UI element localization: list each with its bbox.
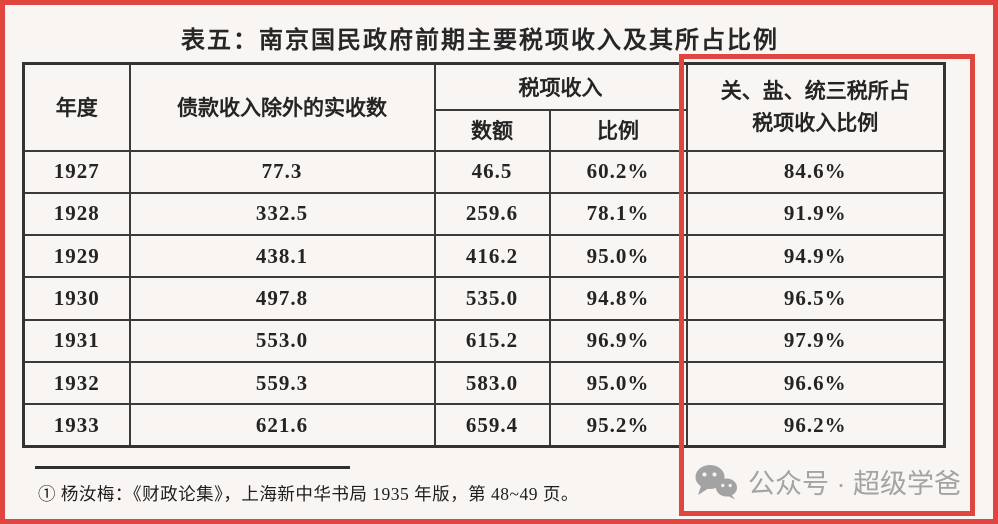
table-row: 1928 332.5 259.6 78.1% 91.9% <box>22 191 946 237</box>
col-header-amount: 数额 <box>433 108 551 152</box>
cell-receipts: 621.6 <box>128 403 436 448</box>
cell-three-taxes: 96.2% <box>685 403 946 448</box>
cell-three-taxes: 96.6% <box>685 360 946 406</box>
cell-year: 1933 <box>22 403 131 448</box>
table-row: 1932 559.3 583.0 95.0% 96.6% <box>22 360 946 406</box>
cell-year: 1930 <box>22 276 131 321</box>
table-body: 1927 77.3 46.5 60.2% 84.6% 1928 332.5 25… <box>22 149 946 448</box>
wechat-icon <box>695 464 737 499</box>
cell-three-taxes: 91.9% <box>685 191 946 237</box>
col-header-three-taxes-line1: 关、盐、统三税所占 <box>720 78 910 103</box>
col-header-actual-receipts: 债款收入除外的实收数 <box>128 62 436 152</box>
footnote-divider <box>35 466 350 469</box>
cell-receipts: 332.5 <box>128 191 436 237</box>
footnote-citation: ① 杨汝梅：《财政论集》，上海新中华书局 1935 年版，第 48~49 页。 <box>38 484 579 504</box>
watermark: 公众号 · 超级学爸 <box>694 462 961 501</box>
cell-amount: 615.2 <box>433 318 551 363</box>
col-header-three-taxes: 关、盐、统三税所占 税项收入比例 <box>685 62 946 152</box>
cell-amount: 46.5 <box>433 149 551 194</box>
cell-three-taxes: 94.9% <box>685 234 946 279</box>
cell-year: 1928 <box>22 191 131 237</box>
cell-amount: 583.0 <box>433 360 551 406</box>
cell-amount: 259.6 <box>433 191 551 237</box>
cell-ratio: 60.2% <box>548 149 688 194</box>
cell-receipts: 553.0 <box>128 318 436 363</box>
col-header-tax-revenue-group: 税项收入 <box>433 62 688 111</box>
col-header-year: 年度 <box>22 62 131 152</box>
cell-year: 1932 <box>22 360 131 406</box>
cell-ratio: 95.0% <box>548 360 688 406</box>
table-header: 年度 债款收入除外的实收数 税项收入 关、盐、统三税所占 税项收入比例 数额 比… <box>22 62 946 152</box>
table-row: 1930 497.8 535.0 94.8% 96.5% <box>22 276 946 321</box>
cell-amount: 416.2 <box>433 234 551 279</box>
tax-revenue-table: 年度 债款收入除外的实收数 税项收入 关、盐、统三税所占 税项收入比例 数额 比… <box>22 62 946 448</box>
cell-year: 1927 <box>22 149 131 194</box>
cell-ratio: 96.9% <box>548 318 688 363</box>
table-row: 1927 77.3 46.5 60.2% 84.6% <box>22 149 946 194</box>
cell-receipts: 497.8 <box>128 276 436 321</box>
cell-year: 1929 <box>22 234 131 279</box>
table-row: 1929 438.1 416.2 95.0% 94.9% <box>22 234 946 279</box>
cell-receipts: 77.3 <box>128 149 436 194</box>
cell-ratio: 78.1% <box>548 191 688 237</box>
cell-amount: 535.0 <box>433 276 551 321</box>
col-header-three-taxes-line2: 税项收入比例 <box>752 111 879 136</box>
table-title: 表五：南京国民政府前期主要税项收入及其所占比例 <box>181 28 779 54</box>
cell-three-taxes: 96.5% <box>685 276 946 321</box>
cell-three-taxes: 97.9% <box>685 318 946 363</box>
table-row: 1933 621.6 659.4 95.2% 96.2% <box>22 403 946 448</box>
cell-ratio: 95.0% <box>548 234 688 279</box>
cell-receipts: 559.3 <box>128 360 436 406</box>
cell-ratio: 94.8% <box>548 276 688 321</box>
cell-receipts: 438.1 <box>128 234 436 279</box>
cell-year: 1931 <box>22 318 131 363</box>
cell-ratio: 95.2% <box>548 403 688 448</box>
table-row: 1931 553.0 615.2 96.9% 97.9% <box>22 318 946 363</box>
watermark-text: 公众号 · 超级学爸 <box>748 469 961 499</box>
col-header-ratio: 比例 <box>548 108 688 152</box>
cell-amount: 659.4 <box>433 403 551 448</box>
cell-three-taxes: 84.6% <box>685 149 946 194</box>
